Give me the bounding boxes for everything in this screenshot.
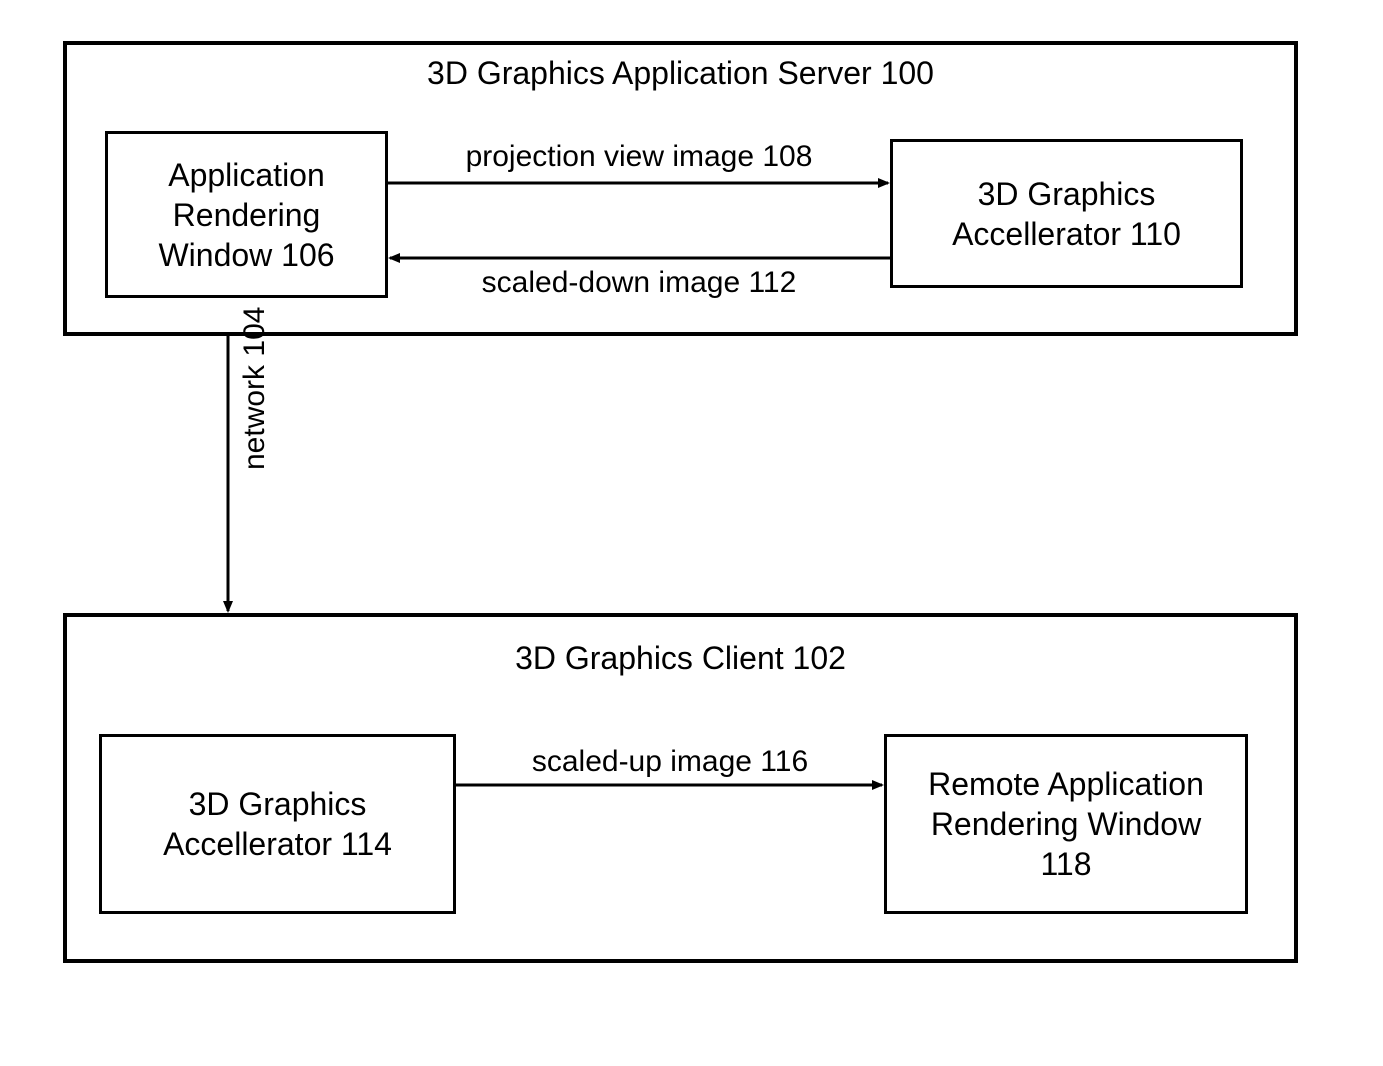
edge-network-label: network 104 (238, 307, 272, 470)
app-rendering-window-label: Application Rendering Window 106 (158, 155, 334, 275)
server-container-title: 3D Graphics Application Server 100 (63, 55, 1298, 92)
edge-scaled-up-label: scaled-up image 116 (456, 745, 884, 779)
app-rendering-window-node: Application Rendering Window 106 (105, 131, 388, 298)
edge-projection-label: projection view image 108 (388, 140, 890, 174)
client-accelerator-label: 3D Graphics Accellerator 114 (163, 784, 392, 864)
server-accelerator-label: 3D Graphics Accellerator 110 (952, 174, 1181, 254)
remote-window-label: Remote Application Rendering Window 118 (928, 764, 1204, 884)
edge-scaled-down-label: scaled-down image 112 (388, 266, 890, 300)
server-accelerator-node: 3D Graphics Accellerator 110 (890, 139, 1243, 288)
client-container-title: 3D Graphics Client 102 (63, 640, 1298, 677)
client-accelerator-node: 3D Graphics Accellerator 114 (99, 734, 456, 914)
remote-window-node: Remote Application Rendering Window 118 (884, 734, 1248, 914)
